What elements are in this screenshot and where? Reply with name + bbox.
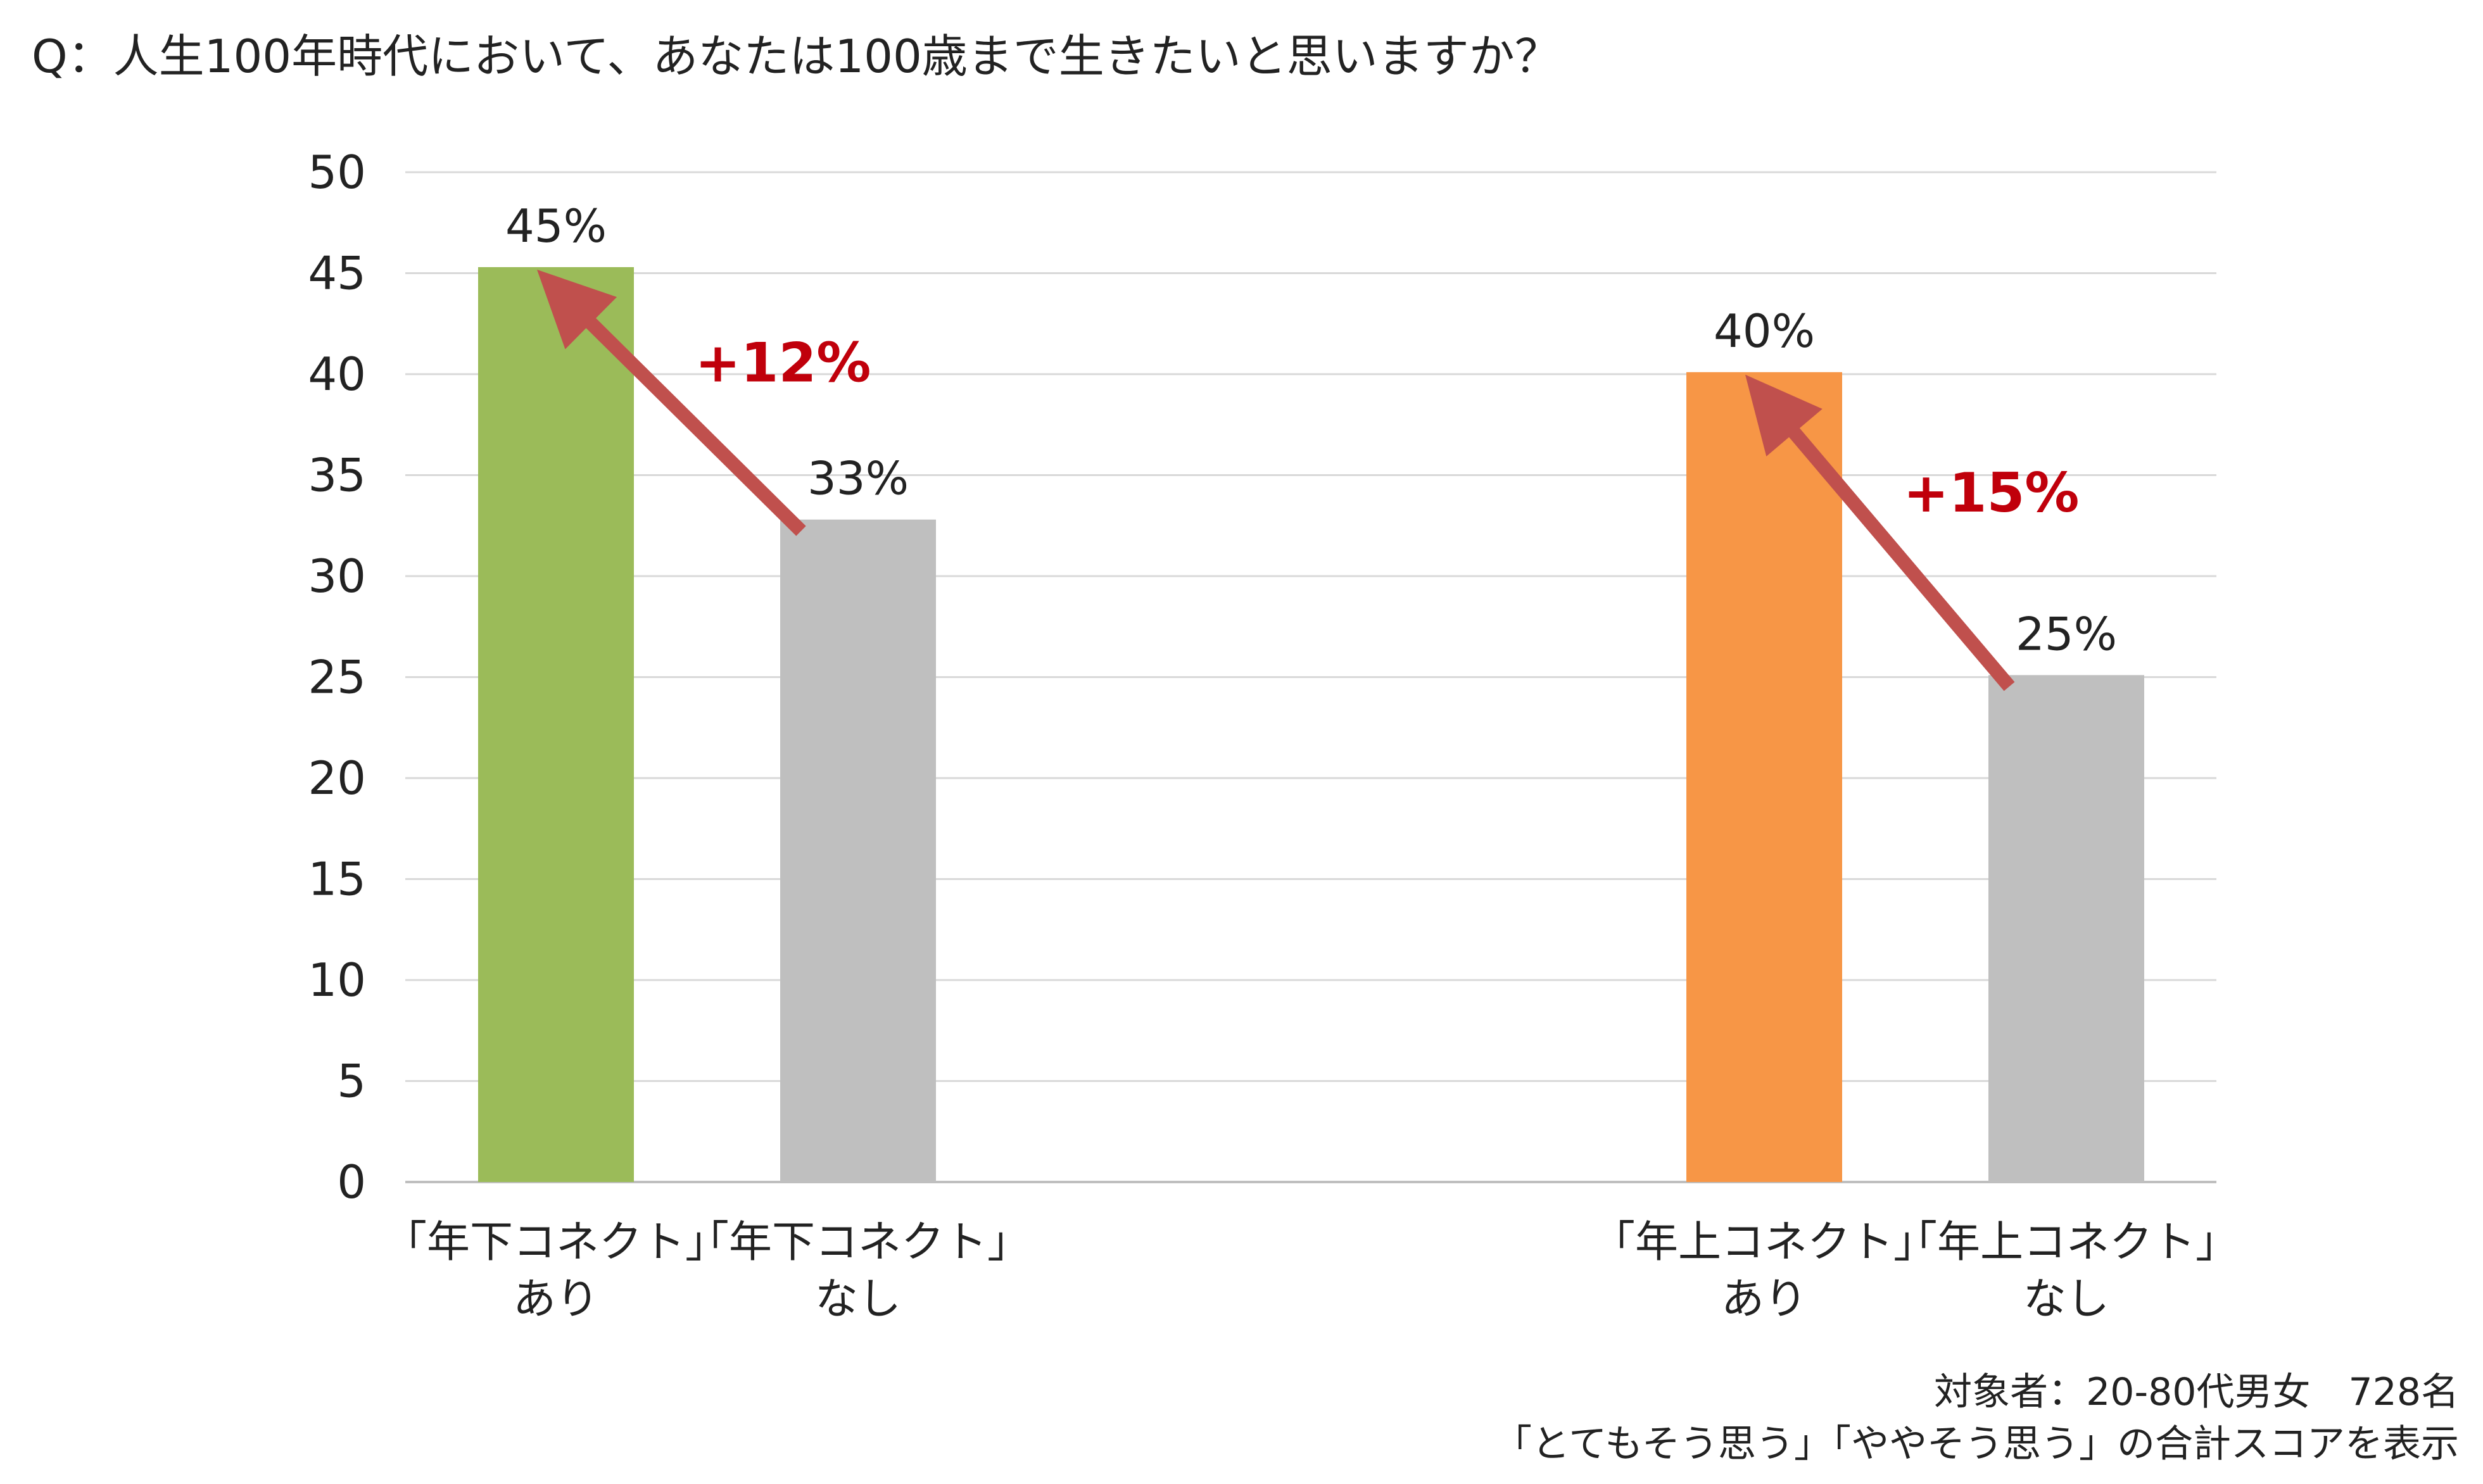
chart-title: Q：人生100年時代において、あなたは100歳まで生きたいと思いますか？ [32, 30, 1560, 83]
y-tick-label: 40 [308, 348, 366, 401]
data-label: 33% [807, 452, 909, 505]
footnote-sample: 対象者：20-80代男女 728名 [1934, 1370, 2459, 1414]
y-tick-label: 20 [308, 751, 366, 805]
y-tick-label: 0 [337, 1155, 366, 1209]
increase-annotation: +12% [695, 331, 871, 394]
y-tick-label: 35 [308, 449, 366, 502]
x-tick-label: 「年下コネクト」 [686, 1217, 1030, 1267]
y-tick-label: 25 [308, 651, 366, 704]
y-tick-label: 10 [308, 953, 366, 1007]
x-tick-label: 「年下コネクト」 [384, 1217, 728, 1267]
x-tick-label: あり [1721, 1274, 1807, 1324]
footnote-score-note: 「とてもそう思う」「ややそう思う」の合計スコアを表示 [1494, 1422, 2459, 1466]
x-tick-label: 「年上コネクト」 [1894, 1217, 2239, 1267]
x-axis-labels: 「年下コネクト」あり「年下コネクト」なし「年上コネクト」あり「年上コネクト」なし [384, 1217, 2239, 1324]
x-tick-label: なし [2023, 1274, 2109, 1324]
y-tick-label: 45 [308, 247, 366, 300]
data-labels: 45% 33% 40% 25% [505, 199, 2117, 660]
increase-arrow [1745, 374, 2015, 691]
y-tick-label: 30 [308, 550, 366, 603]
data-label: 40% [1714, 305, 1815, 358]
data-label: 45% [505, 199, 607, 253]
data-label: 25% [2016, 607, 2117, 660]
gridlines [405, 171, 2216, 1183]
y-tick-label: 15 [308, 853, 366, 906]
increase-arrow [537, 269, 806, 536]
bar [1686, 372, 1842, 1182]
bars [478, 267, 2144, 1183]
x-tick-label: 「年上コネクト」 [1592, 1217, 1936, 1267]
x-tick-label: なし [815, 1274, 901, 1324]
y-tick-label: 5 [337, 1055, 366, 1108]
bar [478, 267, 634, 1183]
arrows: +12% +15% [537, 269, 2080, 691]
y-tick-label: 50 [308, 146, 366, 199]
bar [1988, 675, 2144, 1182]
x-tick-label: あり [513, 1274, 599, 1324]
y-axis-ticks: 0 5 10 15 20 25 30 35 40 45 50 [308, 146, 366, 1209]
increase-annotation: +15% [1904, 462, 2080, 525]
bar [780, 519, 936, 1183]
